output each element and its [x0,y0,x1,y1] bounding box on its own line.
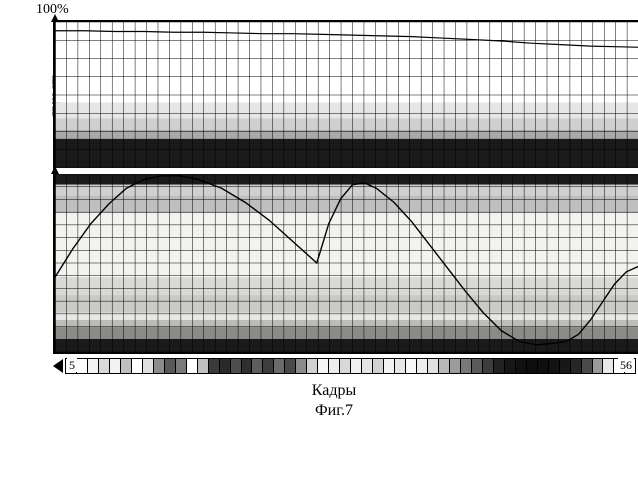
timeline-segment [220,359,231,373]
figure-label: Фиг.7 [50,402,618,420]
timeline-segment [329,359,340,373]
timeline-segment [384,359,395,373]
timeline-segment [121,359,132,373]
timeline-segment [132,359,143,373]
timeline-segment [560,359,571,373]
timeline-segment [516,359,527,373]
timeline-segment [187,359,198,373]
timeline-segment [318,359,329,373]
chroma-panel-wrap: цветность [55,174,638,352]
captions: Кадры Фиг.7 [50,382,618,420]
timeline-segment [527,359,538,373]
timeline-segment [406,359,417,373]
timeline-segment [582,359,593,373]
timeline-segment [198,359,209,373]
timeline-row: 5 56 [53,358,638,374]
timeline-segment [428,359,439,373]
timeline-segment [242,359,253,373]
timeline-segment [450,359,461,373]
timeline-segment [110,359,121,373]
timeline-segment [274,359,285,373]
figure-frame: яркость цветность [53,20,638,354]
timeline-segment [77,359,88,373]
timeline-segment [209,359,220,373]
y-axis-arrow-icon [51,14,59,22]
y-axis-arrow-icon [51,166,59,174]
timeline-segment [351,359,362,373]
timeline-segment [307,359,318,373]
timeline-segment [373,359,384,373]
timeline-segment [252,359,263,373]
timeline-segment [176,359,187,373]
timeline-segment [362,359,373,373]
timeline-segment [285,359,296,373]
timeline-segment [165,359,176,373]
timeline-start-label: 5 [67,358,77,372]
timeline-segment [99,359,110,373]
timeline-segment [593,359,604,373]
timeline-segment [603,359,614,373]
timeline-segment [538,359,549,373]
timeline-segment [549,359,560,373]
timeline-segment [483,359,494,373]
timeline-segment [395,359,406,373]
chroma-panel [55,174,638,352]
timeline-segment [263,359,274,373]
timeline-segment [154,359,165,373]
timeline-end-label: 56 [618,358,634,372]
timeline-segment [88,359,99,373]
timeline-segment [340,359,351,373]
brightness-panel [55,22,638,168]
timeline-segment [417,359,428,373]
timeline-segment [439,359,450,373]
timeline-segment [494,359,505,373]
timeline-segment [571,359,582,373]
timeline-segment [231,359,242,373]
timeline-segment [296,359,307,373]
timeline-strip: 5 56 [65,358,636,374]
timeline-arrow-left-icon [53,359,63,373]
x-axis-label: Кадры [50,382,618,400]
timeline-segment [143,359,154,373]
brightness-panel-wrap: яркость [55,22,638,168]
timeline-segment [505,359,516,373]
timeline-segment [472,359,483,373]
timeline-segment [461,359,472,373]
